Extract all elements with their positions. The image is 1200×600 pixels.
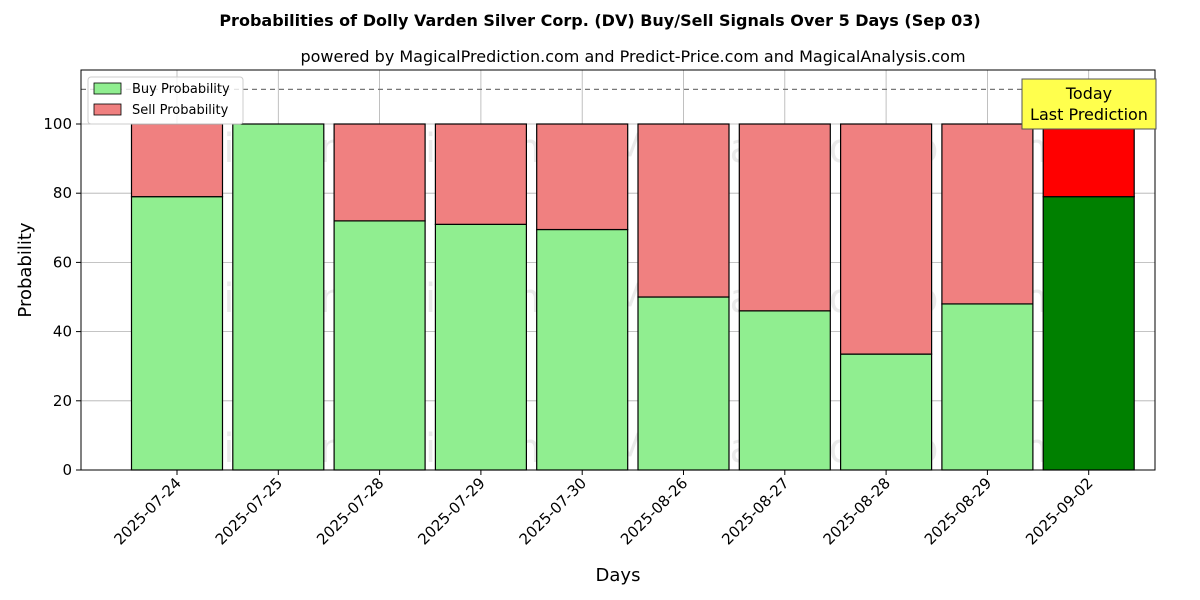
bar-buy (434, 223, 527, 471)
x-tick-label: 2025-09-02 (1022, 474, 1096, 548)
legend-swatch-sell (93, 103, 122, 116)
bar-sell (434, 123, 527, 225)
x-tick-label: 2025-07-28 (313, 474, 387, 548)
legend-box (87, 76, 244, 125)
y-tick-label: 80 (53, 184, 72, 202)
y-tick-label: 0 (62, 461, 72, 479)
bar-sell (738, 123, 831, 312)
x-axis-label: Days (596, 565, 641, 586)
y-axis-ticks: 0 20 40 60 80 100 (43, 115, 81, 479)
bar-buy (333, 220, 426, 471)
annotation-box (1021, 78, 1157, 130)
x-tick-label: 2025-08-29 (921, 474, 995, 548)
plot-frame (80, 69, 1156, 471)
bar-buy (839, 353, 933, 471)
annotation-line-1: Today (1065, 84, 1112, 103)
legend-swatch-buy (93, 82, 122, 95)
bar-buy (1042, 196, 1135, 471)
x-tick-label: 2025-07-30 (516, 474, 590, 548)
bar-sell (1042, 123, 1135, 198)
annotation-line-2: Last Prediction (1030, 105, 1148, 124)
legend-label-sell: Sell Probability (132, 103, 229, 118)
x-tick-label: 2025-08-26 (617, 474, 691, 548)
x-tick-label: 2025-07-24 (110, 474, 184, 548)
legend-label-buy: Buy Probability (132, 82, 230, 97)
bar-buy (536, 228, 629, 471)
x-tick-label: 2025-07-29 (414, 474, 488, 548)
bar-buy (232, 123, 325, 471)
chart-subtitle: powered by MagicalPrediction.com and Pre… (300, 47, 965, 66)
y-tick-label: 20 (53, 392, 72, 410)
y-tick-label: 40 (53, 323, 72, 341)
y-axis-label: Probability (15, 222, 36, 317)
bar-sell (536, 123, 629, 231)
x-tick-label: 2025-07-25 (212, 474, 286, 548)
bar-buy (637, 296, 730, 471)
bar-buy (130, 196, 224, 471)
bar-sell (941, 123, 1034, 305)
bar-sell (333, 123, 426, 222)
chart-title: Probabilities of Dolly Varden Silver Cor… (219, 11, 980, 30)
y-tick-label: 100 (43, 115, 72, 133)
bar-sell (637, 123, 730, 298)
bar-sell (130, 123, 224, 198)
legend: Buy Probability Sell Probability (87, 76, 244, 125)
x-axis-ticks: 2025-07-24 2025-07-25 2025-07-28 2025-07-29… (110, 470, 1097, 548)
bar-sell (839, 123, 933, 355)
bars (130, 123, 1135, 471)
today-annotation: Today Last Prediction (1021, 78, 1157, 130)
x-tick-label: 2025-08-28 (820, 474, 894, 548)
x-tick-label: 2025-08-27 (718, 474, 792, 548)
bar-buy (941, 303, 1034, 471)
y-tick-label: 60 (53, 253, 72, 271)
bar-buy (738, 310, 831, 471)
